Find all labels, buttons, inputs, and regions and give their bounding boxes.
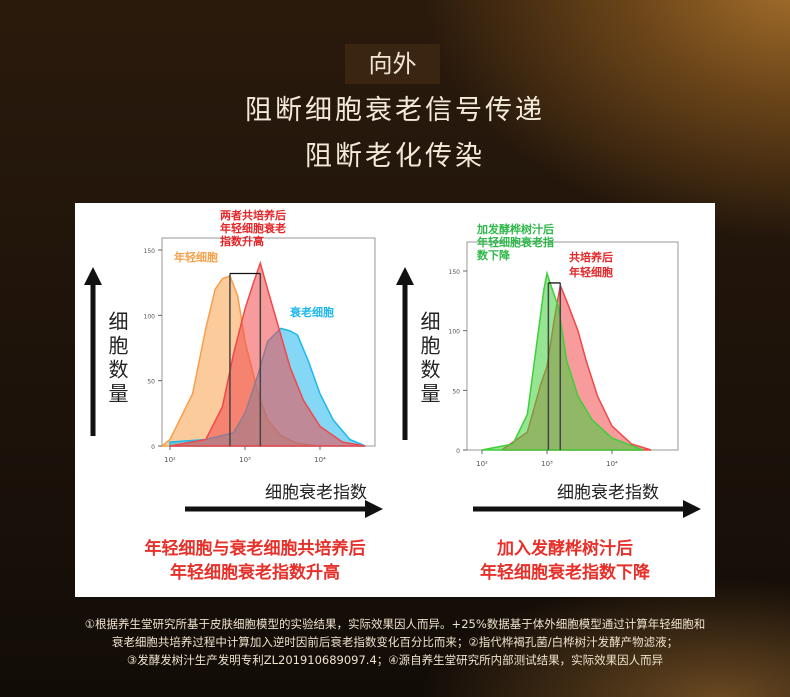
arrow-head-icon: [365, 500, 383, 518]
caption-right-1: 加入发酵桦树汁后: [497, 539, 633, 559]
footnote-3: ③发酵发树汁生产发明专利ZL201910689097.4；④源自养生堂研究所内部…: [126, 653, 664, 667]
y-tick-label: 150: [449, 269, 461, 276]
y-tick-label: 0: [151, 444, 155, 451]
arrow-head-icon: [396, 267, 414, 285]
y-axis-label-left: 细胞数量: [105, 311, 129, 407]
footnote-2: 衰老细胞共培养过程中计算加入逆时因前后衰老指数变化百分比而来；②指代桦褐孔菌/白…: [111, 635, 679, 649]
annotation: 年轻细胞衰老: [220, 221, 286, 235]
footnote: ①根据养生堂研究所基于皮肤细胞模型的实验结果，实际效果因人而异。+25%数据基于…: [0, 615, 790, 669]
y-tick-label: 100: [144, 313, 156, 320]
caption-right: 加入发酵桦树汁后 年轻细胞衰老指数下降: [415, 537, 715, 585]
series-label: 年轻细胞: [174, 250, 218, 264]
x-tick-label: 10⁴: [606, 460, 618, 468]
arrow-head-icon: [84, 267, 102, 285]
subheadline: 阻断老化传染: [305, 141, 485, 172]
badge: 向外: [345, 44, 440, 84]
y-tick-label: 100: [449, 329, 461, 336]
x-axis-label: 细胞衰老指数: [265, 483, 367, 503]
annotation: 指数升高: [220, 234, 264, 248]
annotation: 年轻细胞衰老指: [477, 235, 554, 249]
series-label: 衰老细胞: [289, 305, 334, 319]
x-tick-label: 10²: [164, 456, 176, 464]
chart-1: [84, 237, 383, 518]
x-axis-label: 细胞衰老指数: [557, 483, 659, 503]
caption-left: 年轻细胞与衰老细胞共培养后 年轻细胞衰老指数升高: [105, 537, 405, 585]
x-tick-label: 10³: [239, 456, 251, 464]
chart-panel: 0 50 100 150 10² 10³ 10⁴ 两者共培养后 年轻细胞衰老 指数升高 年轻细胞 衰老…: [75, 203, 715, 597]
arrow-head-icon: [683, 500, 701, 518]
y-tick-label: 150: [144, 248, 156, 255]
series-label: 年轻细胞: [569, 265, 613, 279]
caption-right-2: 年轻细胞衰老指数下降: [480, 563, 650, 583]
y-tick-label: 0: [456, 448, 460, 455]
x-tick-label: 10²: [476, 460, 488, 468]
headline: 阻断细胞衰老信号传递: [245, 95, 545, 126]
chart-2: [396, 241, 701, 518]
x-tick-label: 10³: [541, 460, 553, 468]
y-tick-label: 50: [147, 379, 155, 386]
annotation: 数下降: [477, 248, 511, 262]
series-area-3: [169, 260, 366, 447]
caption-left-1: 年轻细胞与衰老细胞共培养后: [144, 539, 366, 559]
x-tick-label: 10⁴: [314, 456, 326, 464]
footnote-1: ①根据养生堂研究所基于皮肤细胞模型的实验结果，实际效果因人而异。+25%数据基于…: [84, 617, 706, 631]
annotation: 两者共培养后: [220, 208, 286, 222]
annotation: 加发酵桦树汁后: [476, 222, 554, 236]
y-tick-label: 50: [452, 388, 460, 395]
series-area-2: [481, 270, 644, 451]
y-axis-label-right: 细胞数量: [417, 311, 441, 407]
series-label: 共培养后: [569, 250, 613, 264]
caption-left-2: 年轻细胞衰老指数升高: [170, 563, 340, 583]
